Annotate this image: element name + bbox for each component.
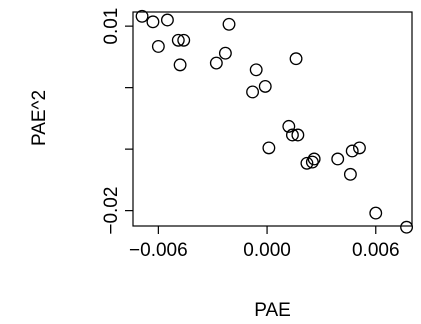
data-point: [249, 63, 263, 77]
data-point: [289, 52, 303, 66]
data-points: [135, 9, 414, 234]
data-point: [177, 33, 191, 47]
x-tick-label: 0.006: [352, 240, 400, 261]
data-point: [171, 33, 185, 47]
data-point: [353, 141, 366, 155]
y-tick-label: −0.02: [101, 187, 122, 235]
data-point: [285, 128, 299, 142]
data-point: [400, 220, 414, 234]
plot-box: [132, 11, 413, 227]
data-point: [291, 128, 305, 142]
data-point: [369, 206, 383, 220]
x-axis: −0.006 0.000 0.006: [129, 226, 400, 261]
data-point: [222, 17, 236, 31]
y-axis: −0.02 0.01: [101, 8, 133, 235]
data-point: [160, 13, 174, 27]
data-point: [343, 167, 357, 181]
data-point: [209, 56, 223, 70]
data-point: [246, 85, 260, 99]
data-point: [331, 152, 345, 166]
data-point: [262, 141, 276, 155]
data-point: [135, 9, 149, 23]
data-point: [345, 144, 359, 158]
x-tick-label: −0.006: [129, 240, 188, 261]
data-point: [300, 156, 314, 170]
data-point: [307, 152, 321, 166]
data-point: [151, 39, 165, 53]
x-tick-label: 0.000: [243, 240, 291, 261]
data-point: [146, 15, 160, 29]
data-point: [305, 155, 319, 169]
data-point: [258, 79, 272, 93]
x-axis-title: PAE: [254, 300, 291, 321]
y-axis-title: PAE^2: [29, 90, 50, 146]
y-tick-label: 0.01: [101, 8, 122, 45]
data-point: [173, 58, 187, 72]
data-point: [282, 119, 296, 133]
data-point: [218, 46, 232, 60]
